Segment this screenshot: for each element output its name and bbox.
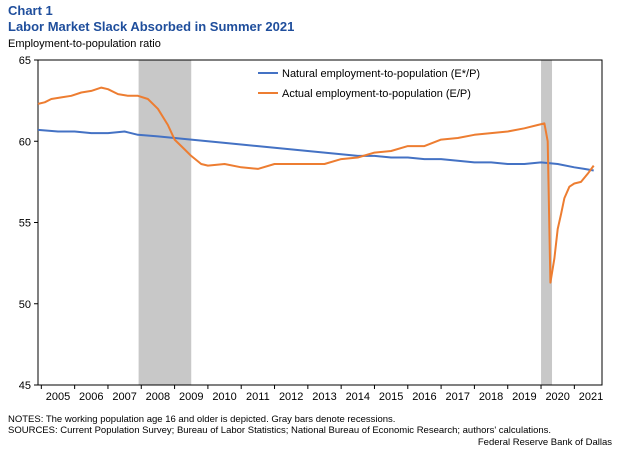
- y-tick-label-45: 45: [19, 380, 31, 392]
- x-tick-label-2008: 2008: [146, 391, 170, 403]
- credit-text: Federal Reserve Bank of Dallas: [477, 437, 612, 448]
- x-tick-label-2010: 2010: [212, 391, 236, 403]
- series-line-0: [37, 128, 594, 172]
- x-tick-label-2017: 2017: [446, 391, 470, 403]
- plot-frame: [37, 59, 603, 386]
- x-tick-label-2012: 2012: [279, 391, 303, 403]
- x-tick-label-2011: 2011: [246, 391, 270, 403]
- legend-label-1: Actual employment-to-population (E/P): [282, 88, 471, 100]
- y-tick-label-60: 60: [19, 136, 31, 148]
- recession-band-0: [138, 60, 192, 385]
- y-tick-label-55: 55: [19, 218, 31, 230]
- x-tick-label-2006: 2006: [79, 391, 103, 403]
- sources-text: SOURCES: Current Population Survey; Bure…: [8, 425, 552, 436]
- chart-label: Chart 1: [8, 3, 53, 18]
- x-tick-label-2020: 2020: [545, 391, 569, 403]
- legend-label-0: Natural employment-to-population (E*/P): [282, 68, 480, 80]
- notes-block: NOTES: The working population age 16 and…: [8, 414, 551, 436]
- x-tick-label-2015: 2015: [379, 391, 403, 403]
- x-tick-label-2019: 2019: [512, 391, 536, 403]
- y-axis-label: Employment-to-population ratio: [8, 38, 161, 50]
- notes-text: NOTES: The working population age 16 and…: [8, 414, 396, 425]
- x-tick-label-2013: 2013: [312, 391, 336, 403]
- x-tick-label-2014: 2014: [346, 391, 370, 403]
- x-tick-label-2009: 2009: [179, 391, 203, 403]
- recession-band-1: [541, 60, 553, 385]
- chart-title: Labor Market Slack Absorbed in Summer 20…: [8, 19, 295, 34]
- x-tick-label-2018: 2018: [479, 391, 503, 403]
- y-tick-label-65: 65: [19, 55, 31, 67]
- x-tick-label-2007: 2007: [112, 391, 136, 403]
- x-tick-label-2005: 2005: [46, 391, 70, 403]
- y-tick-label-50: 50: [19, 299, 31, 311]
- x-tick-label-2021: 2021: [579, 391, 603, 403]
- x-tick-label-2016: 2016: [412, 391, 436, 403]
- series-line-1: [37, 86, 595, 284]
